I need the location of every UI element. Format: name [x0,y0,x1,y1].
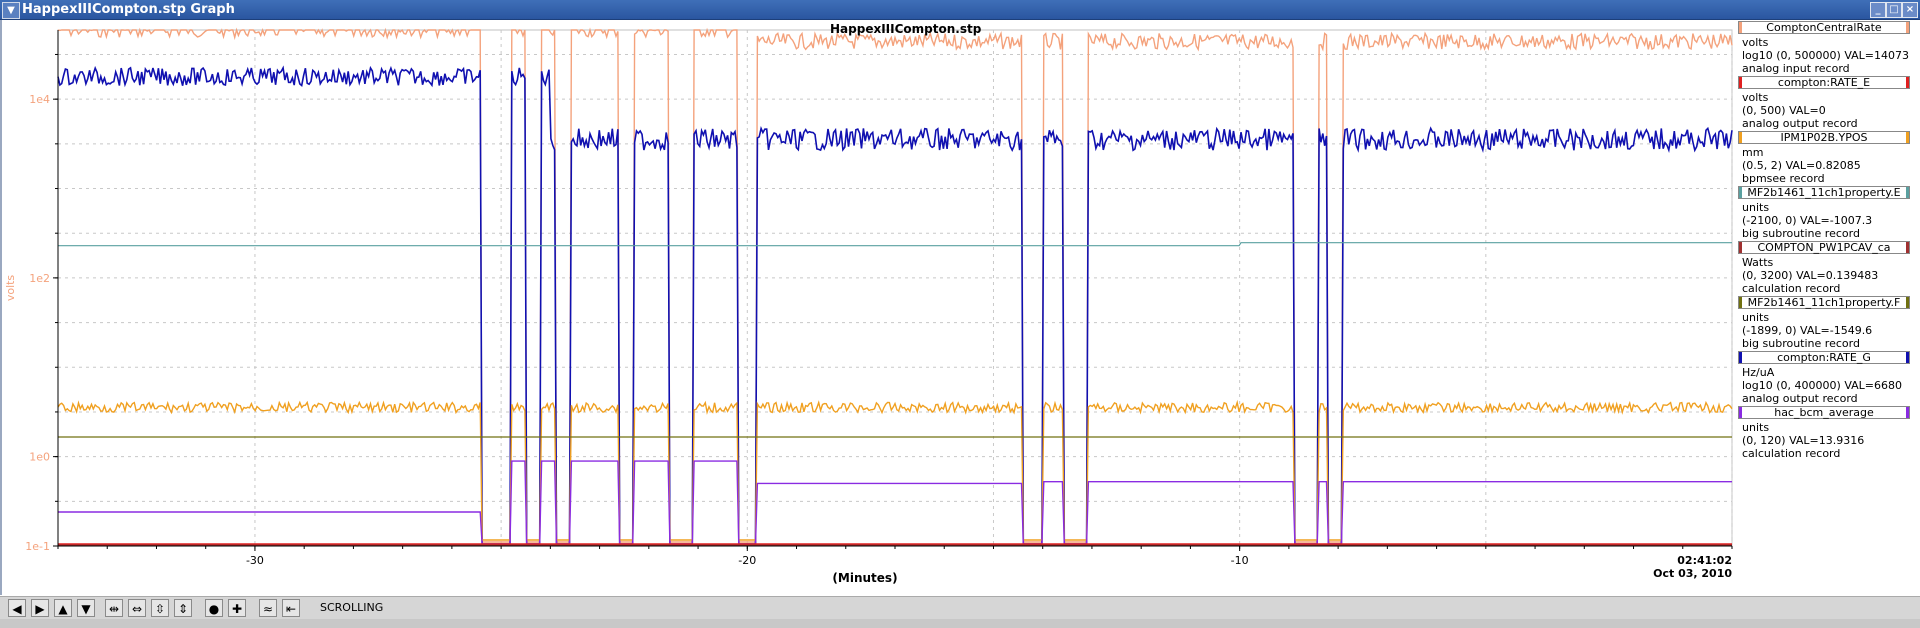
x-axis-label: (Minutes) [832,571,897,585]
legend-color-swatch [1906,22,1909,33]
timestamp-date: Oct 03, 2010 [1653,567,1732,580]
timestamp-time: 02:41:02 [1677,554,1732,567]
legend-units: volts [1742,36,1769,49]
shrink-y-icon[interactable]: ⇕ [174,599,192,617]
legend-color-swatch [1739,407,1742,418]
y-axis-label: volts [4,275,17,302]
legend-units: Hz/uA [1742,366,1775,379]
wave-icon[interactable]: ≈ [259,599,277,617]
legend-record: analog output record [1742,392,1858,405]
legend-record: bpmsee record [1742,172,1825,185]
legend-series-name[interactable]: MF2b1461_11ch1property.F [1738,296,1910,309]
y-tick-label: 1e0 [29,451,50,464]
legend-series-label: IPM1P02B.YPOS [1780,131,1868,144]
legend-record: analog output record [1742,117,1858,130]
legend-record: big subroutine record [1742,227,1860,240]
y-tick-label: 1e-1 [25,540,50,553]
legend-units: mm [1742,146,1764,159]
legend-color-swatch [1739,242,1742,253]
legend-color-swatch [1906,297,1909,308]
arrow-left-icon[interactable]: ◀ [8,599,26,617]
y-tick-label: 1e4 [29,93,50,106]
maximize-icon[interactable]: □ [1886,2,1902,18]
legend-record: analog input record [1742,62,1850,75]
x-tick-label: -30 [246,554,264,567]
legend-range: (0, 120) VAL=13.9316 [1742,434,1865,447]
series-line-mf2b-e [58,242,1732,247]
y-tick-label: 1e2 [29,272,50,285]
plus-icon[interactable]: ✚ [228,599,246,617]
legend-series-name[interactable]: ComptonCentralRate [1738,21,1910,34]
x-tick-label: -20 [738,554,756,567]
arrow-down-icon[interactable]: ▼ [77,599,95,617]
legend-series-label: compton:RATE_G [1777,351,1871,364]
chart-title: HappexIIICompton.stp [830,22,982,36]
legend-series-name[interactable]: compton:RATE_G [1738,351,1910,364]
legend-units: volts [1742,91,1769,104]
chevron-down-icon[interactable]: ▼ [2,2,20,19]
arrow-up-icon[interactable]: ▲ [54,599,72,617]
close-icon[interactable]: × [1902,2,1918,18]
jump-end-icon[interactable]: ⇤ [282,599,300,617]
legend-color-swatch [1739,22,1742,33]
legend-color-swatch [1739,77,1742,88]
legend-series-label: hac_bcm_average [1774,406,1874,419]
legend-range: log10 (0, 500000) VAL=14073 [1742,49,1910,62]
legend-series-name[interactable]: compton:RATE_E [1738,76,1910,89]
legend-color-swatch [1906,242,1909,253]
legend-series-name[interactable]: COMPTON_PW1PCAV_ca [1738,241,1910,254]
legend-units: units [1742,311,1770,324]
legend-units: units [1742,201,1770,214]
series-line-rate-g [57,65,1733,545]
legend-series-name[interactable]: IPM1P02B.YPOS [1738,131,1910,144]
legend-units: Watts [1742,256,1774,269]
legend-color-swatch [1906,352,1909,363]
legend-range: (0.5, 2) VAL=0.82085 [1742,159,1861,172]
window-titlebar: ▼ HappexIIICompton.stp Graph _ □ × [0,0,1920,20]
expand-x-icon[interactable]: ⇹ [105,599,123,617]
legend-series-name[interactable]: hac_bcm_average [1738,406,1910,419]
legend-series-name[interactable]: MF2b1461_11ch1property.E [1738,186,1910,199]
scroll-mode-label: SCROLLING [320,601,384,614]
shrink-x-icon[interactable]: ⇔ [128,599,146,617]
record-icon[interactable]: ● [205,599,223,617]
legend-color-swatch [1906,407,1909,418]
legend-range: (0, 3200) VAL=0.139483 [1742,269,1879,282]
legend-record: big subroutine record [1742,337,1860,350]
minimize-icon[interactable]: _ [1870,2,1886,18]
legend-range: (-2100, 0) VAL=-1007.3 [1742,214,1873,227]
series-line-ipm1p02b [57,399,1733,541]
plot-frame [0,20,1920,595]
legend-units: units [1742,421,1770,434]
chart-plot[interactable]: 1e-1 1e0 1e2 1e4 -30 -20 -10 volts (Minutes) 02:4… [0,20,1738,595]
legend-series-label: ComptonCentralRate [1766,21,1882,34]
x-tick-label: -10 [1231,554,1249,567]
legend-record: calculation record [1742,282,1841,295]
legend-color-swatch [1739,297,1742,308]
status-strip [0,619,1920,628]
legend-color-swatch [1739,132,1742,143]
expand-y-icon[interactable]: ⇳ [151,599,169,617]
legend-color-swatch [1906,132,1909,143]
legend-series-label: compton:RATE_E [1777,76,1871,89]
legend-series-label: MF2b1461_11ch1property.E [1747,186,1901,199]
legend-color-swatch [1739,352,1742,363]
toolbar: ◀ ▶ ▲ ▼ ⇹ ⇔ ⇳ ⇕ ● ✚ ≈ ⇤ SCROLLING [0,596,1920,619]
window-title: HappexIIICompton.stp Graph [22,2,235,17]
plot-area-frame [57,29,1733,547]
legend-color-swatch [1906,77,1909,88]
legend-range: (0, 500) VAL=0 [1742,104,1826,117]
legend-color-swatch [1739,187,1742,198]
legend-color-swatch [1906,187,1909,198]
arrow-right-icon[interactable]: ▶ [31,599,49,617]
legend: ComptonCentralRate volts log10 (0, 500000)… [1738,20,1920,460]
legend-series-label: MF2b1461_11ch1property.F [1747,296,1901,309]
series-line-compton-central-rate [57,27,1733,543]
legend-range: (-1899, 0) VAL=-1549.6 [1742,324,1873,337]
legend-range: log10 (0, 400000) VAL=6680 [1742,379,1903,392]
legend-series-label: COMPTON_PW1PCAV_ca [1757,241,1891,254]
legend-record: calculation record [1742,447,1841,460]
series-line-hac-bcm [58,460,1732,545]
